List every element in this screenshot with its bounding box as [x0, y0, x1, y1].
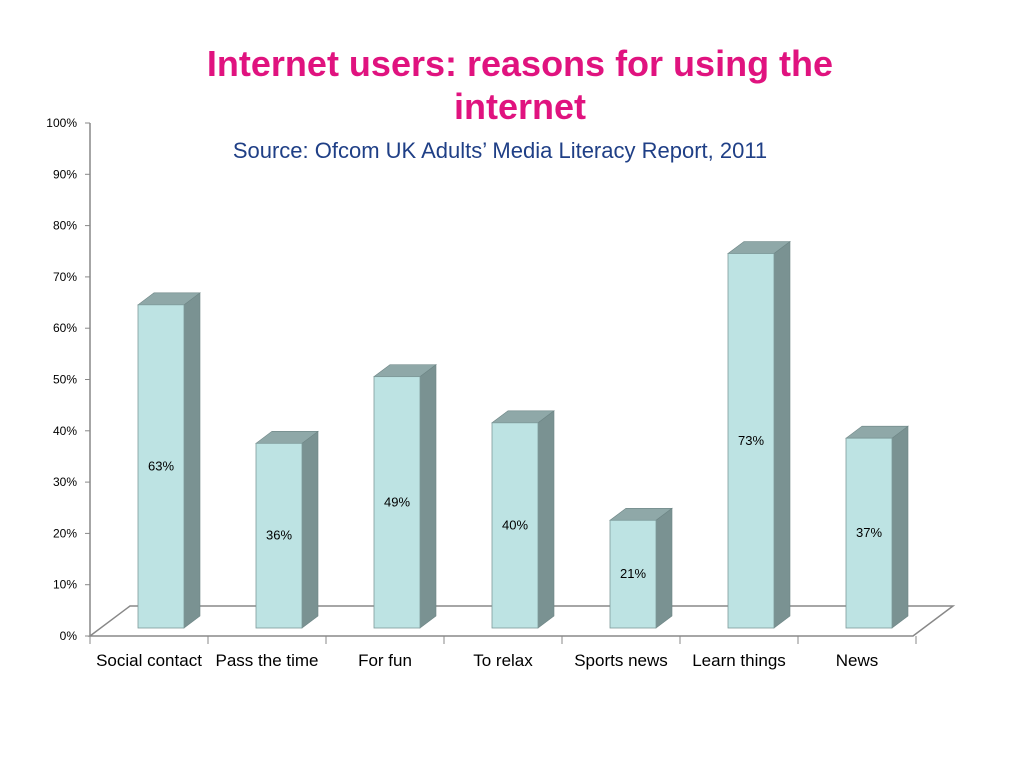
x-category-label: To relax	[473, 651, 533, 670]
bar	[373, 376, 421, 629]
data-label: 73%	[738, 433, 764, 448]
y-tick-label: 90%	[53, 167, 77, 181]
x-category-label: For fun	[358, 651, 412, 670]
data-label: 36%	[266, 528, 292, 543]
bar-side	[419, 364, 437, 629]
y-tick-label: 30%	[53, 475, 77, 489]
bar-side	[891, 425, 909, 629]
y-tick-label: 70%	[53, 270, 77, 284]
data-label: 40%	[502, 517, 528, 532]
y-tick-label: 40%	[53, 424, 77, 438]
x-category-label: Social contact	[96, 651, 202, 670]
y-tick-label: 60%	[53, 321, 77, 335]
label-layer: 63% Social contact 36% Pass the time 49% For …	[96, 433, 882, 670]
x-category-label: Pass the time	[216, 651, 319, 670]
chart-title: Internet users: reasons for using the in…	[206, 43, 834, 127]
bar	[727, 253, 775, 629]
bar	[137, 304, 185, 629]
bar	[609, 519, 657, 629]
data-label: 37%	[856, 525, 882, 540]
x-category-label: Sports news	[574, 651, 668, 670]
y-tick-label: 10%	[53, 578, 77, 592]
bar-layer	[137, 240, 909, 629]
bar-side	[183, 292, 201, 629]
chart-floor-outline	[87, 605, 956, 637]
x-category-label: News	[836, 651, 879, 670]
bar	[491, 422, 539, 629]
axis-layer: 0% 10% 20% 30% 40% 50% 60% 70% 80% 90% 100%	[46, 116, 917, 644]
bar-side	[537, 410, 555, 629]
y-tick-label: 50%	[53, 373, 77, 387]
bar-side	[301, 430, 319, 629]
x-category-label: Learn things	[692, 651, 786, 670]
y-tick-label: 100%	[46, 116, 77, 130]
bar	[255, 442, 303, 629]
y-tick-label: 0%	[60, 629, 78, 643]
bar-side	[655, 507, 673, 629]
y-tick-label: 20%	[53, 526, 77, 540]
bar-side	[773, 240, 791, 629]
data-label: 21%	[620, 566, 646, 581]
y-tick-label: 80%	[53, 219, 77, 233]
chart-subtitle: Source: Ofcom UK Adults’ Media Literacy …	[232, 138, 768, 163]
chart-floor	[87, 605, 956, 637]
data-label: 63%	[148, 458, 174, 473]
data-label: 49%	[384, 494, 410, 509]
bar	[845, 437, 893, 629]
